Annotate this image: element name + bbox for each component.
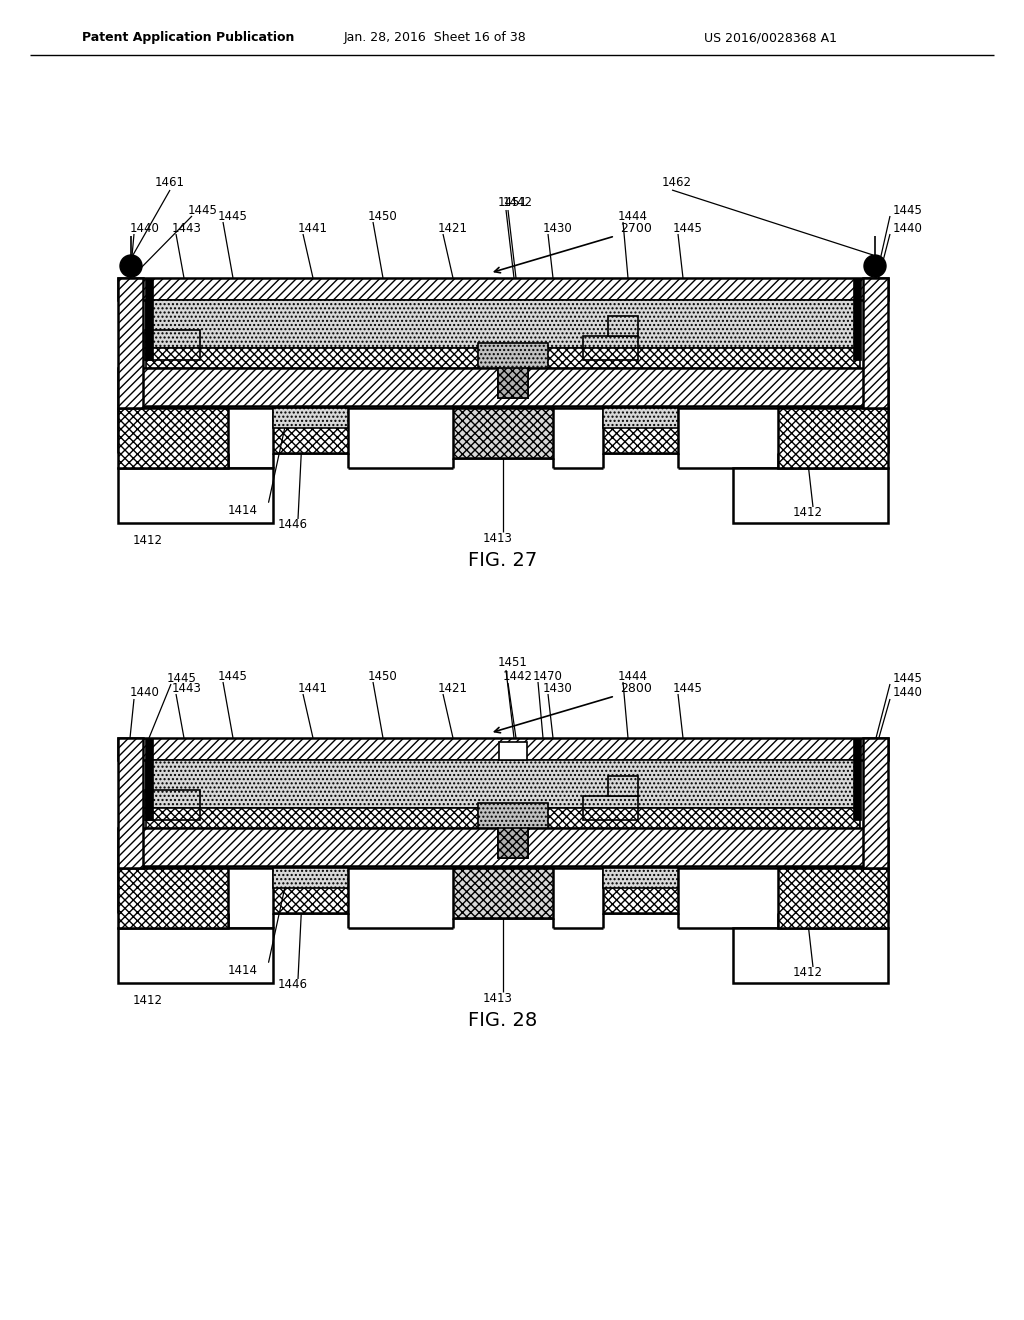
Text: 1441: 1441 [298,681,328,694]
Text: 1450: 1450 [368,669,397,682]
Bar [498,368,528,399]
Text: 2700: 2700 [620,222,652,235]
Bar [273,869,348,888]
Bar [118,738,888,760]
Text: 1440: 1440 [130,222,160,235]
Bar [778,869,888,928]
Bar [608,315,638,337]
Text: 1440: 1440 [893,222,923,235]
Text: 1461: 1461 [155,177,185,190]
Bar [146,760,860,808]
Polygon shape [478,343,548,399]
Text: 1442: 1442 [503,197,534,210]
Text: 1462: 1462 [662,177,692,190]
Bar [118,469,273,523]
Text: 1443: 1443 [172,681,202,694]
Text: 1412: 1412 [133,994,163,1007]
Bar [603,869,678,913]
Bar [145,279,153,360]
Text: FIG. 28: FIG. 28 [468,1011,538,1031]
Bar [603,408,678,453]
Text: 1445: 1445 [673,681,702,694]
Bar [118,279,143,408]
Bar [863,279,888,408]
Text: 1421: 1421 [438,222,468,235]
Bar [146,300,860,348]
Text: 1445: 1445 [893,203,923,216]
Bar [273,869,348,913]
Text: 2800: 2800 [620,681,652,694]
Text: Jan. 28, 2016  Sheet 16 of 38: Jan. 28, 2016 Sheet 16 of 38 [344,32,526,45]
Bar [273,408,348,453]
Bar [145,789,200,808]
Text: 1421: 1421 [438,681,468,694]
Text: 1430: 1430 [543,222,572,235]
Text: 1445: 1445 [167,672,197,685]
Bar [118,928,273,983]
Bar [603,869,678,888]
Text: FIG. 27: FIG. 27 [468,552,538,570]
Text: US 2016/0028368 A1: US 2016/0028368 A1 [703,32,837,45]
Bar [118,869,228,928]
Bar [733,928,888,983]
Text: 1440: 1440 [130,686,160,700]
Bar [273,408,348,428]
Bar [583,337,638,348]
Text: 1445: 1445 [218,210,248,223]
Bar [118,368,888,407]
Bar [608,776,638,796]
Text: Patent Application Publication: Patent Application Publication [82,32,294,45]
Text: 1444: 1444 [618,669,648,682]
Bar [118,738,143,869]
Bar [145,808,200,820]
Text: 1414: 1414 [228,504,258,517]
Circle shape [864,255,886,277]
Bar [583,808,638,820]
Circle shape [120,255,142,277]
Text: 1451: 1451 [498,197,528,210]
Bar [453,408,553,458]
Bar [583,348,638,360]
Text: 1412: 1412 [133,535,163,548]
Text: 1470: 1470 [534,669,563,682]
Bar [583,796,638,808]
Text: 1445: 1445 [673,222,702,235]
Bar [145,330,200,348]
Bar [603,408,678,428]
Text: 1444: 1444 [618,210,648,223]
Bar [118,408,228,469]
Polygon shape [478,803,548,858]
Bar [498,828,528,858]
Bar [853,279,861,360]
Text: 1445: 1445 [188,203,218,216]
Text: 1414: 1414 [228,965,258,978]
Text: 1413: 1413 [483,532,513,544]
Bar [853,738,861,820]
Text: 1430: 1430 [543,681,572,694]
Text: 1446: 1446 [278,519,308,532]
Bar [778,408,888,469]
Text: 1445: 1445 [218,669,248,682]
Text: 1440: 1440 [893,686,923,700]
Bar [733,469,888,523]
Bar [145,348,200,360]
Text: 1446: 1446 [278,978,308,991]
Text: 1443: 1443 [172,222,202,235]
Text: 1412: 1412 [793,966,823,979]
Bar [146,348,860,368]
Bar [453,869,553,917]
Text: 1445: 1445 [893,672,923,685]
Text: 1441: 1441 [298,222,328,235]
Bar [118,828,888,866]
Bar [499,742,527,760]
Text: 1451: 1451 [498,656,528,669]
Bar [145,738,153,820]
Text: 1442: 1442 [503,669,534,682]
Text: 1413: 1413 [483,991,513,1005]
Bar [863,738,888,869]
Bar [146,808,860,828]
Bar [118,279,888,300]
Text: 1412: 1412 [793,507,823,520]
Text: 1450: 1450 [368,210,397,223]
